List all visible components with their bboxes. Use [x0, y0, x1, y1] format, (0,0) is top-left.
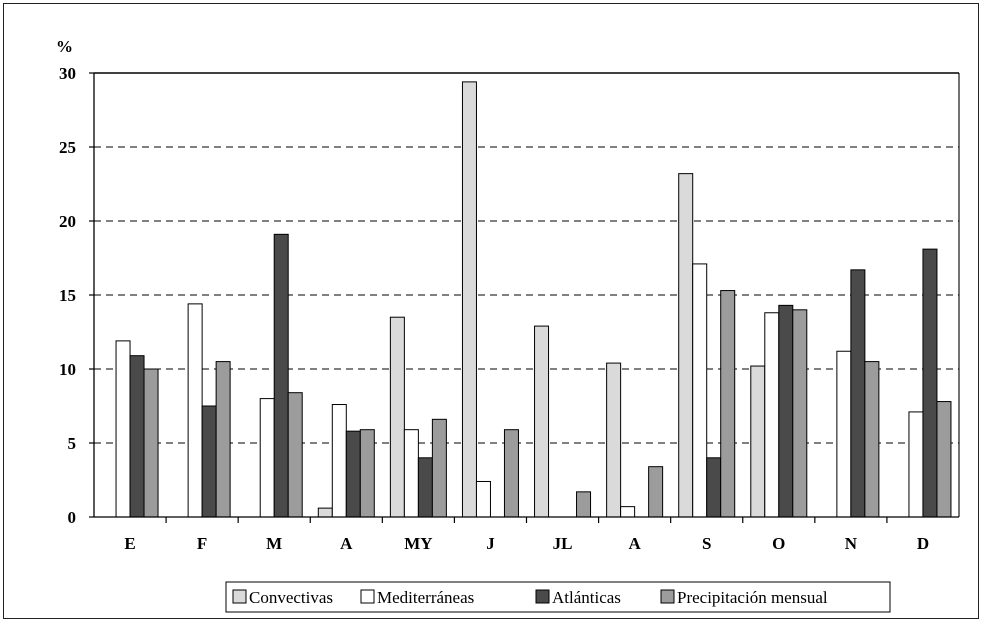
bars: [115, 81, 952, 518]
bar-atl-nticas-9: [778, 304, 794, 518]
bar-convectivas-3: [317, 507, 333, 518]
x-tick-label: S: [702, 534, 711, 553]
bar-mediterr-neas-1: [187, 303, 203, 518]
bar-atl-nticas-8: [706, 457, 722, 518]
bar-mediterr-neas-9: [764, 312, 780, 518]
bar-mediterr-neas-5: [475, 480, 491, 518]
legend-box: [225, 581, 891, 613]
legend-label: Precipitación mensual: [677, 588, 828, 607]
legend-swatch: [232, 589, 247, 604]
legend-swatch: [535, 589, 550, 604]
y-tick-label: 0: [68, 508, 77, 527]
legend-label: Mediterráneas: [377, 588, 474, 607]
x-tick-label: E: [124, 534, 135, 553]
y-tick-label: 30: [59, 64, 76, 83]
gridlines: [94, 72, 959, 444]
x-tick-label: A: [628, 534, 641, 553]
bar-convectivas-9: [750, 365, 766, 518]
bar-atl-nticas-3: [345, 430, 361, 518]
bar-atl-nticas-0: [129, 355, 145, 518]
bar-mediterr-neas-11: [908, 411, 924, 518]
bar-convectivas-8: [678, 173, 694, 518]
x-tick-label: O: [772, 534, 785, 553]
chart-frame: % 0 5 10 15 20 25 30 E F M A MY J JL A S O N D Convectivas…: [3, 3, 979, 619]
bar-precipitaci-n-mensual-6: [576, 491, 592, 518]
y-tick-label: 25: [59, 138, 76, 157]
x-tick-label: F: [197, 534, 207, 553]
bar-precipitaci-n-mensual-4: [431, 418, 447, 518]
bar-mediterr-neas-8: [692, 263, 708, 518]
bar-precipitaci-n-mensual-9: [792, 309, 808, 518]
bar-convectivas-5: [461, 81, 477, 518]
bar-precipitaci-n-mensual-0: [143, 368, 159, 518]
bar-atl-nticas-10: [850, 269, 866, 518]
bar-mediterr-neas-4: [403, 429, 419, 518]
bar-mediterr-neas-0: [115, 340, 131, 518]
x-tick-label: N: [845, 534, 858, 553]
legend: Convectivas Mediterráneas Atlánticas Precip…: [225, 581, 891, 613]
bar-mediterr-neas-3: [331, 404, 347, 518]
bar-convectivas-7: [606, 362, 622, 518]
bar-precipitaci-n-mensual-8: [720, 290, 736, 518]
y-tick-label: 20: [59, 212, 76, 231]
bar-atl-nticas-1: [201, 405, 217, 518]
x-tick-label: JL: [553, 534, 573, 553]
x-tick-label: A: [340, 534, 353, 553]
legend-swatch: [660, 589, 675, 604]
bar-precipitaci-n-mensual-3: [359, 429, 375, 518]
y-axis-label: %: [56, 37, 73, 56]
x-tick-label: MY: [404, 534, 432, 553]
x-tick-label: J: [486, 534, 495, 553]
bar-atl-nticas-2: [273, 233, 289, 518]
bar-mediterr-neas-10: [836, 350, 852, 518]
legend-label: Atlánticas: [552, 588, 621, 607]
bar-atl-nticas-11: [922, 248, 938, 518]
legend-label: Convectivas: [249, 588, 333, 607]
bar-precipitaci-n-mensual-11: [936, 401, 952, 518]
y-tick-label: 15: [59, 286, 76, 305]
bar-precipitaci-n-mensual-10: [864, 361, 880, 518]
bar-chart: % 0 5 10 15 20 25 30 E F M A MY J JL A S O N D Convectivas…: [56, 37, 960, 613]
y-tick-label: 10: [59, 360, 76, 379]
x-tick-label: M: [266, 534, 282, 553]
bar-atl-nticas-4: [417, 457, 433, 518]
bar-precipitaci-n-mensual-2: [287, 392, 303, 518]
x-tick-label: D: [917, 534, 929, 553]
axis-labels: % 0 5 10 15 20 25 30 E F M A MY J JL A S O N D: [56, 37, 929, 553]
bar-convectivas-4: [389, 316, 405, 518]
y-tick-label: 5: [68, 434, 77, 453]
bar-mediterr-neas-7: [620, 506, 636, 518]
bar-convectivas-6: [534, 325, 550, 518]
legend-swatch: [360, 589, 375, 604]
bar-precipitaci-n-mensual-7: [648, 466, 664, 518]
axes: [89, 72, 960, 523]
bar-mediterr-neas-2: [259, 398, 275, 518]
bar-precipitaci-n-mensual-1: [215, 361, 231, 518]
bar-precipitaci-n-mensual-5: [503, 429, 519, 518]
